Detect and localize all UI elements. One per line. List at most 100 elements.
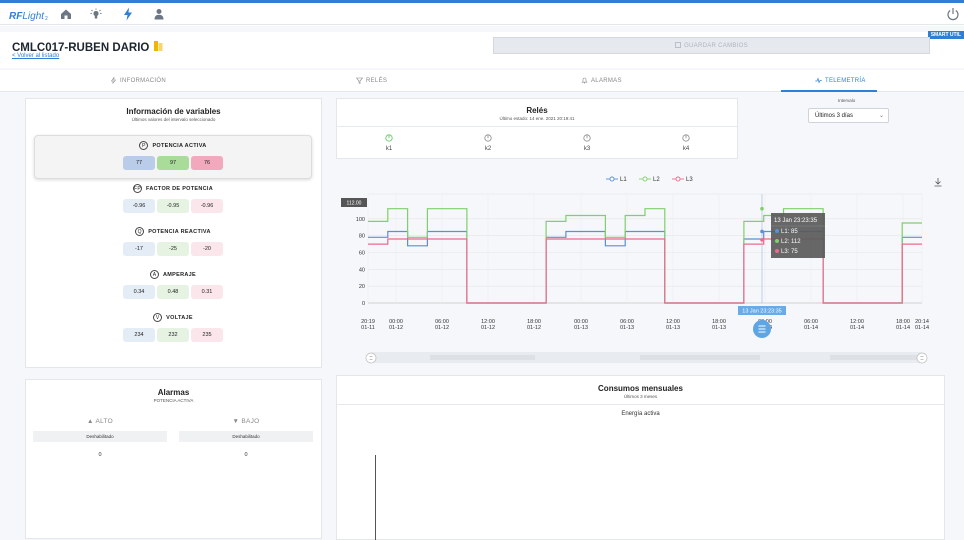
x-tick-date: 01-14	[850, 325, 864, 331]
save-icon	[675, 41, 681, 50]
zoom-scrollbar[interactable]	[369, 352, 924, 363]
crosshair-point-L3	[760, 238, 764, 242]
legend-label-L3: L3	[686, 177, 693, 183]
relays-title: Relés	[526, 106, 548, 115]
legend-label-L2: L2	[653, 177, 660, 183]
relay-k3[interactable]: k3	[577, 134, 597, 152]
variable-group-factor-potencia[interactable]: FP FACTOR DE POTENCIA -0.96 -0.95 -0.96	[33, 184, 313, 213]
alarm-high-state: Deshabilitado	[33, 431, 167, 442]
relay-label: k2	[484, 146, 492, 152]
x-tick-date: 01-12	[389, 325, 403, 331]
relay-k2[interactable]: k2	[478, 134, 498, 152]
page-title: CMLC017-RUBEN DARIO	[12, 40, 164, 55]
active-tab-indicator	[781, 90, 877, 92]
variable-group-potencia-reactiva[interactable]: Q POTENCIA REACTIVA -17 -25 -20	[33, 227, 313, 256]
rflight-logo[interactable]: RF Light 2	[9, 6, 48, 22]
x-tick-time: 06:00	[620, 319, 634, 325]
download-icon[interactable]	[934, 178, 942, 187]
consumption-panel: Consumos mensuales Últimos 3 meses Energ…	[336, 375, 945, 540]
pulse-icon	[815, 76, 822, 86]
relays-panel: Relés Último estado: 14 ene. 2021 20:19:…	[336, 98, 738, 159]
chart-overlay: 112.00 13 Jan 23:23:35 13 Jan 23:23:35 L1: …	[341, 194, 825, 315]
variable-icon: FP	[132, 184, 142, 193]
legend-marker-L3	[675, 176, 681, 182]
alarm-low-value: 0	[244, 452, 248, 458]
lightbulb-icon[interactable]	[89, 7, 103, 21]
tooltip-row-L1: L1: 85	[781, 229, 798, 235]
alarm-low-label: ▼ BAJO	[179, 418, 313, 425]
x-tick-time: 20:19	[361, 319, 375, 325]
tooltip-marker-L1	[775, 229, 779, 233]
alarms-title: Alarmas	[157, 388, 190, 397]
tab-telemetria-label: TELEMETRÍA	[825, 78, 866, 84]
interval-label: Intervalo	[838, 98, 856, 103]
value-l2: 0.48	[157, 285, 189, 299]
navbar: RF Light 2	[0, 3, 964, 25]
tooltip-marker-L2	[775, 239, 779, 243]
x-tick-date: 01-13	[712, 325, 726, 331]
value-l1: 0.34	[123, 285, 155, 299]
chevron-down-icon: ⌄	[878, 113, 884, 119]
x-tick-time: 12:00	[481, 319, 495, 325]
value-l3: -0.96	[191, 199, 223, 213]
variable-group-amperaje[interactable]: A AMPERAJE 0.34 0.48 0.31	[33, 270, 313, 299]
value-l1: 77	[123, 156, 155, 170]
tooltip-marker-L3	[775, 249, 779, 253]
chart-legend: L1 L2 L3	[606, 176, 693, 183]
save-changes-button[interactable]: GUARDAR CAMBIOS	[493, 37, 930, 54]
chart-x-ticks: 20:1901-1100:0001-1206:0001-1212:0001-12…	[361, 319, 929, 331]
x-tick-time: 20:14	[915, 319, 929, 325]
value-l2: 232	[157, 328, 189, 342]
interval-select[interactable]: Últimos 3 días ⌄	[808, 108, 889, 123]
legend-marker-L1	[609, 176, 615, 182]
variable-group-potencia-activa[interactable]: P POTENCIA ACTIVA 77 97 76	[33, 141, 313, 170]
relay-off-icon	[682, 134, 690, 142]
value-l3: -20	[191, 242, 223, 256]
x-tick-time: 18:00	[527, 319, 541, 325]
tab-reles[interactable]: RELÉS	[355, 70, 388, 92]
relay-k4[interactable]: k4	[676, 134, 696, 152]
variable-group-voltaje[interactable]: V VOLTAJE 234 232 235	[33, 313, 313, 342]
tab-alarmas[interactable]: ALARMAS	[581, 70, 622, 92]
variable-label: AMPERAJE	[163, 271, 196, 278]
tab-informacion-label: INFORMACIÓN	[120, 78, 166, 84]
variable-icon: A	[150, 270, 160, 279]
alarm-low[interactable]: ▼ BAJO Deshabilitado 0	[179, 418, 313, 458]
relay-label: k1	[385, 146, 393, 152]
relay-label: k4	[682, 146, 690, 152]
relays-subtitle: Último estado: 14 ene. 2021 20:19:41	[499, 116, 575, 121]
chart-menu-button[interactable]	[753, 320, 771, 338]
relay-k1[interactable]: k1	[379, 134, 399, 152]
x-tick-date: 01-14	[896, 325, 910, 331]
tab-telemetria[interactable]: TELEMETRÍA	[815, 70, 866, 92]
power-icon[interactable]	[946, 7, 960, 21]
x-tick-date: 01-11	[361, 325, 375, 331]
zoom-handle-right[interactable]	[916, 352, 928, 364]
x-tick-date: 01-14	[804, 325, 818, 331]
crosshair-point-L2	[760, 206, 764, 211]
tab-informacion[interactable]: INFORMACIÓN	[110, 70, 166, 92]
selected-variable-card[interactable]	[34, 135, 312, 179]
home-icon[interactable]	[59, 7, 73, 21]
value-l1: 234	[123, 328, 155, 342]
alarm-high[interactable]: ▲ ALTO Deshabilitado 0	[33, 418, 167, 458]
alarm-high-value: 0	[98, 452, 102, 458]
interval-value: Últimos 3 días	[815, 112, 854, 119]
y-max-label: 112.00	[347, 201, 362, 207]
legend-label-L1: L1	[620, 177, 627, 183]
variable-label: VOLTAJE	[166, 314, 193, 321]
back-to-list-link[interactable]: < Volver al listado	[12, 53, 60, 59]
zoom-handle-left[interactable]	[365, 352, 377, 364]
user-icon[interactable]	[152, 7, 166, 21]
variables-title: Información de variables	[126, 107, 221, 116]
y-tick-label: 20	[359, 284, 365, 290]
alarm-low-state: Deshabilitado	[179, 431, 313, 442]
tab-reles-label: RELÉS	[366, 78, 388, 84]
crosshair-label: 13 Jan 23:23:35	[742, 309, 781, 315]
series-line-L2	[368, 208, 922, 304]
logo-light-text: Light	[22, 11, 45, 22]
bolt-icon[interactable]	[121, 7, 135, 21]
value-l2: -25	[157, 242, 189, 256]
page-title-text: CMLC017-RUBEN DARIO	[12, 41, 150, 54]
